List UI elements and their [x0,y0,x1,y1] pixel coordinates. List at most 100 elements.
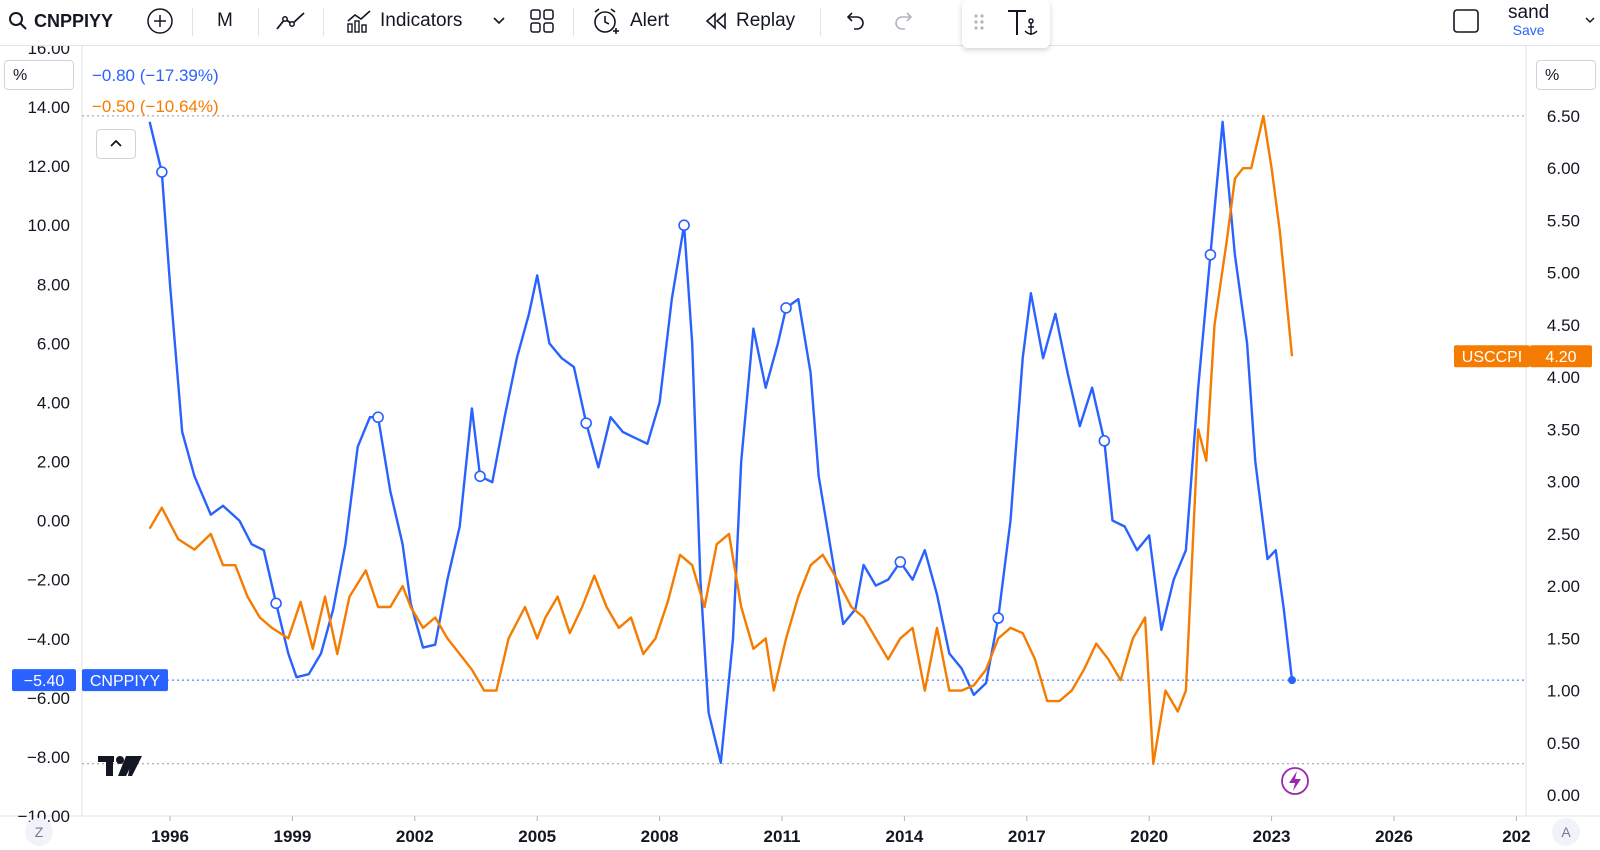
alert-clock-icon [592,7,622,35]
left-tick-label: 8.00 [37,275,70,294]
time-tick-label: 2005 [518,827,556,846]
event-marker[interactable] [156,166,168,178]
interval-button[interactable]: M [217,10,233,31]
lightning-icon[interactable] [1280,766,1310,801]
right-tick-label: 4.50 [1547,316,1580,335]
toolbar-divider [192,8,193,36]
replay-label: Replay [736,10,796,31]
save-dropdown[interactable] [1584,0,1596,42]
last-value-dot [1288,676,1296,685]
left-tick-label: −4.00 [27,630,70,649]
event-marker[interactable] [780,302,792,314]
left-tick-label: 16.00 [27,46,70,58]
auto-scale-button[interactable]: A [1552,818,1580,846]
symbol-name: CNPPIYY [34,10,114,31]
right-tick-label: 2.50 [1547,525,1580,544]
toolbar-divider [323,8,324,36]
left-tick-label: 2.00 [37,453,70,472]
right-value-badge [1530,345,1592,368]
left-tick-label: −2.00 [27,571,70,590]
event-marker[interactable] [474,470,486,483]
right-tick-label: 5.00 [1547,264,1580,283]
right-tick-label: 0.50 [1547,734,1580,753]
right-value-badge-text: 4.20 [1545,349,1576,366]
time-tick-label: 2023 [1253,827,1291,846]
chart-style-icon [275,9,307,33]
chevron-up-icon [109,135,123,153]
chart-style-button[interactable] [275,0,307,42]
event-marker[interactable] [1204,248,1217,261]
left-value-badge-text: −5.40 [24,673,65,690]
zoom-button[interactable]: Z [25,818,53,846]
time-tick-label: 1996 [151,827,189,846]
add-symbol-icon [146,7,174,35]
time-tick-label: 1999 [273,827,311,846]
event-marker[interactable] [270,597,282,610]
top-toolbar: CNPPIYY M Indicators Alert [0,0,1600,46]
redo-icon [893,11,917,31]
event-marker[interactable] [1098,435,1111,447]
user-name: sand [1508,2,1550,23]
event-marker[interactable] [894,556,907,568]
left-value-badge [12,669,76,692]
indicators-label: Indicators [380,10,463,31]
event-marker[interactable] [580,417,592,429]
floating-drawing-toolbar [962,0,1050,48]
event-marker[interactable] [372,411,384,424]
alert-button[interactable]: Alert [592,0,669,42]
toolbar-divider [258,8,259,36]
time-tick-label: 2011 [764,827,801,846]
indicators-button[interactable]: Indicators [346,0,462,42]
undo-icon [842,11,866,31]
right-series-badge [1454,345,1530,368]
right-tick-label: 1.00 [1547,682,1580,701]
save-layout[interactable]: sand Save [1508,2,1549,38]
layouts-button[interactable] [529,0,555,42]
event-marker[interactable] [992,612,1005,624]
series-line-usccpi[interactable] [148,114,1294,765]
right-scale-mode[interactable]: % [1536,60,1596,90]
right-tick-label: 4.00 [1547,368,1580,387]
time-tick-label: 2020 [1130,827,1168,846]
toolbar-divider [820,8,821,36]
left-tick-label: 0.00 [37,512,70,531]
alert-label: Alert [630,10,670,31]
right-tick-label: 0.00 [1547,786,1580,805]
chart-canvas[interactable]: 16.00 14.00 12.00 10.00 8.00 6.00 4.00 2.00 0.00… [0,46,1600,850]
save-label: Save [1512,22,1545,38]
time-tick-label: 2017 [1008,827,1046,846]
legend-usccpi-change: −0.50 (−10.64%) [92,97,219,116]
text-anchor-icon[interactable] [1006,7,1040,42]
right-tick-label: 3.50 [1547,420,1580,439]
indicators-dropdown[interactable] [492,0,506,42]
left-tick-label: 4.00 [37,393,70,412]
fullscreen-button[interactable] [1452,0,1480,42]
fullscreen-icon [1452,8,1480,34]
right-series-badge-text: USCCPI [1462,349,1522,366]
right-tick-label: 6.00 [1547,159,1580,178]
chart-area[interactable]: 16.00 14.00 12.00 10.00 8.00 6.00 4.00 2.00 0.00… [0,46,1600,850]
replay-icon [704,11,728,31]
undo-button[interactable] [842,0,866,42]
layouts-icon [529,8,555,34]
add-symbol-button[interactable] [146,0,174,42]
symbol-search[interactable]: CNPPIYY [8,0,113,42]
redo-button[interactable] [893,0,917,42]
chevron-down-icon [1584,16,1596,26]
drag-handle-icon[interactable] [972,12,986,37]
replay-button[interactable]: Replay [704,0,795,42]
chevron-down-icon [492,16,506,26]
tradingview-logo [98,754,142,783]
left-tick-label: 12.00 [27,157,70,176]
time-tick-label: 2008 [641,827,679,846]
event-marker[interactable] [678,219,690,232]
time-tick-label: 202 [1502,827,1530,846]
left-series-badge-text: CNPPIYY [90,673,161,690]
series-line-cnppiyy[interactable] [148,120,1294,764]
left-tick-label: −6.00 [27,689,70,708]
left-series-badge [82,669,168,692]
left-scale-mode[interactable]: % [4,60,74,90]
collapse-legend-button[interactable] [96,129,136,159]
right-tick-label: 2.00 [1547,577,1580,596]
right-tick-label: 3.00 [1547,473,1580,492]
